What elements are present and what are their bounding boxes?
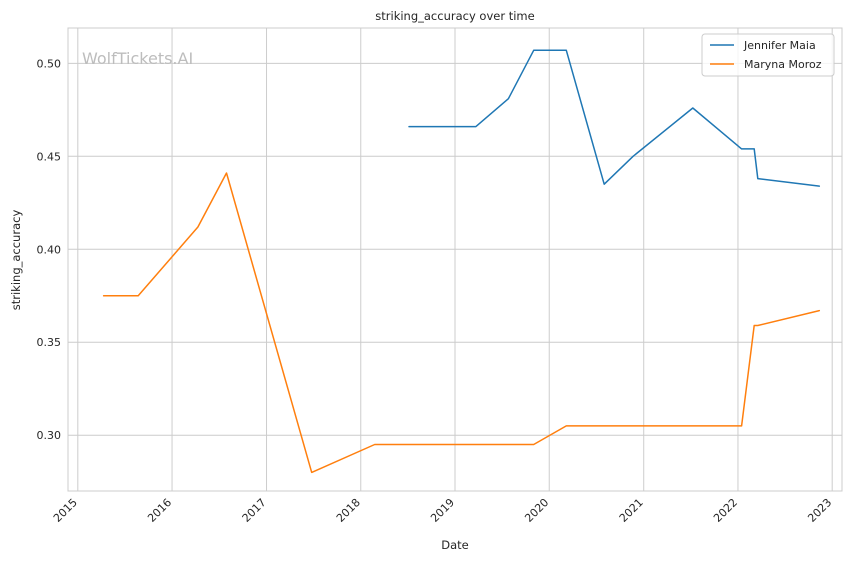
- legend: Jennifer Maia Maryna Moroz: [701, 33, 835, 77]
- y-tick-label: 0.50: [37, 57, 62, 70]
- legend-label-maryna-moroz: Maryna Moroz: [744, 58, 822, 71]
- x-axis-label: Date: [441, 538, 469, 552]
- series-layer: [102, 49, 821, 474]
- y-tick-label: 0.45: [37, 150, 62, 163]
- chart-title: striking_accuracy over time: [375, 9, 534, 23]
- y-tick-labels: 0.30 0.35 0.40 0.45 0.50: [37, 57, 62, 442]
- series-line-jennifer-maia: [408, 49, 821, 187]
- legend-label-jennifer-maia: Jennifer Maia: [743, 39, 816, 52]
- y-tick-label: 0.40: [37, 243, 62, 256]
- legend-box: [701, 33, 835, 77]
- y-axis-label: striking_accuracy: [9, 210, 23, 311]
- y-tick-label: 0.30: [37, 429, 62, 442]
- plot-frame: [67, 27, 843, 492]
- series-line-maryna-moroz: [102, 172, 821, 474]
- y-tick-label: 0.35: [37, 336, 62, 349]
- watermark: WolfTickets.AI: [82, 49, 193, 68]
